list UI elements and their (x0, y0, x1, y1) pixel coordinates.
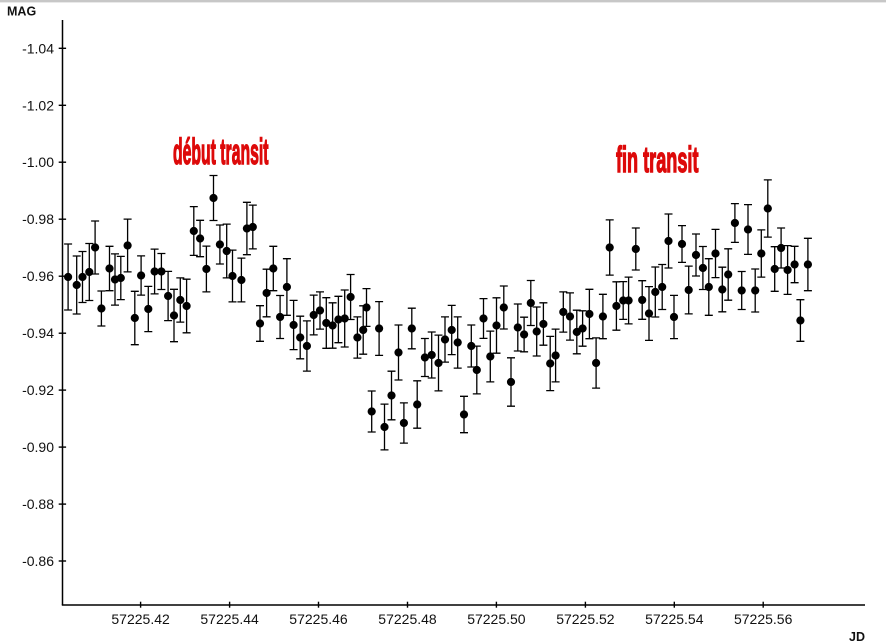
svg-text:-0.92: -0.92 (22, 382, 54, 398)
svg-text:57225.44: 57225.44 (200, 611, 259, 627)
svg-text:57225.56: 57225.56 (734, 611, 793, 627)
svg-text:-0.88: -0.88 (22, 496, 54, 512)
svg-text:57225.52: 57225.52 (556, 611, 615, 627)
svg-text:57225.50: 57225.50 (467, 611, 526, 627)
svg-text:JD: JD (849, 630, 865, 643)
svg-text:57225.46: 57225.46 (289, 611, 348, 627)
svg-text:-0.96: -0.96 (22, 268, 54, 284)
svg-text:-0.94: -0.94 (22, 325, 54, 341)
svg-text:MAG: MAG (7, 5, 36, 19)
svg-text:57225.54: 57225.54 (645, 611, 704, 627)
svg-text:fin transit: fin transit (616, 139, 699, 180)
svg-text:-1.02: -1.02 (22, 97, 54, 113)
svg-text:-0.90: -0.90 (22, 439, 54, 455)
svg-text:-1.04: -1.04 (22, 40, 54, 56)
svg-text:-0.98: -0.98 (22, 211, 54, 227)
svg-text:-1.00: -1.00 (22, 154, 54, 170)
svg-text:57225.48: 57225.48 (378, 611, 437, 627)
svg-text:57225.42: 57225.42 (111, 611, 170, 627)
svg-text:-0.86: -0.86 (22, 553, 54, 569)
svg-text:début transit: début transit (173, 131, 269, 172)
